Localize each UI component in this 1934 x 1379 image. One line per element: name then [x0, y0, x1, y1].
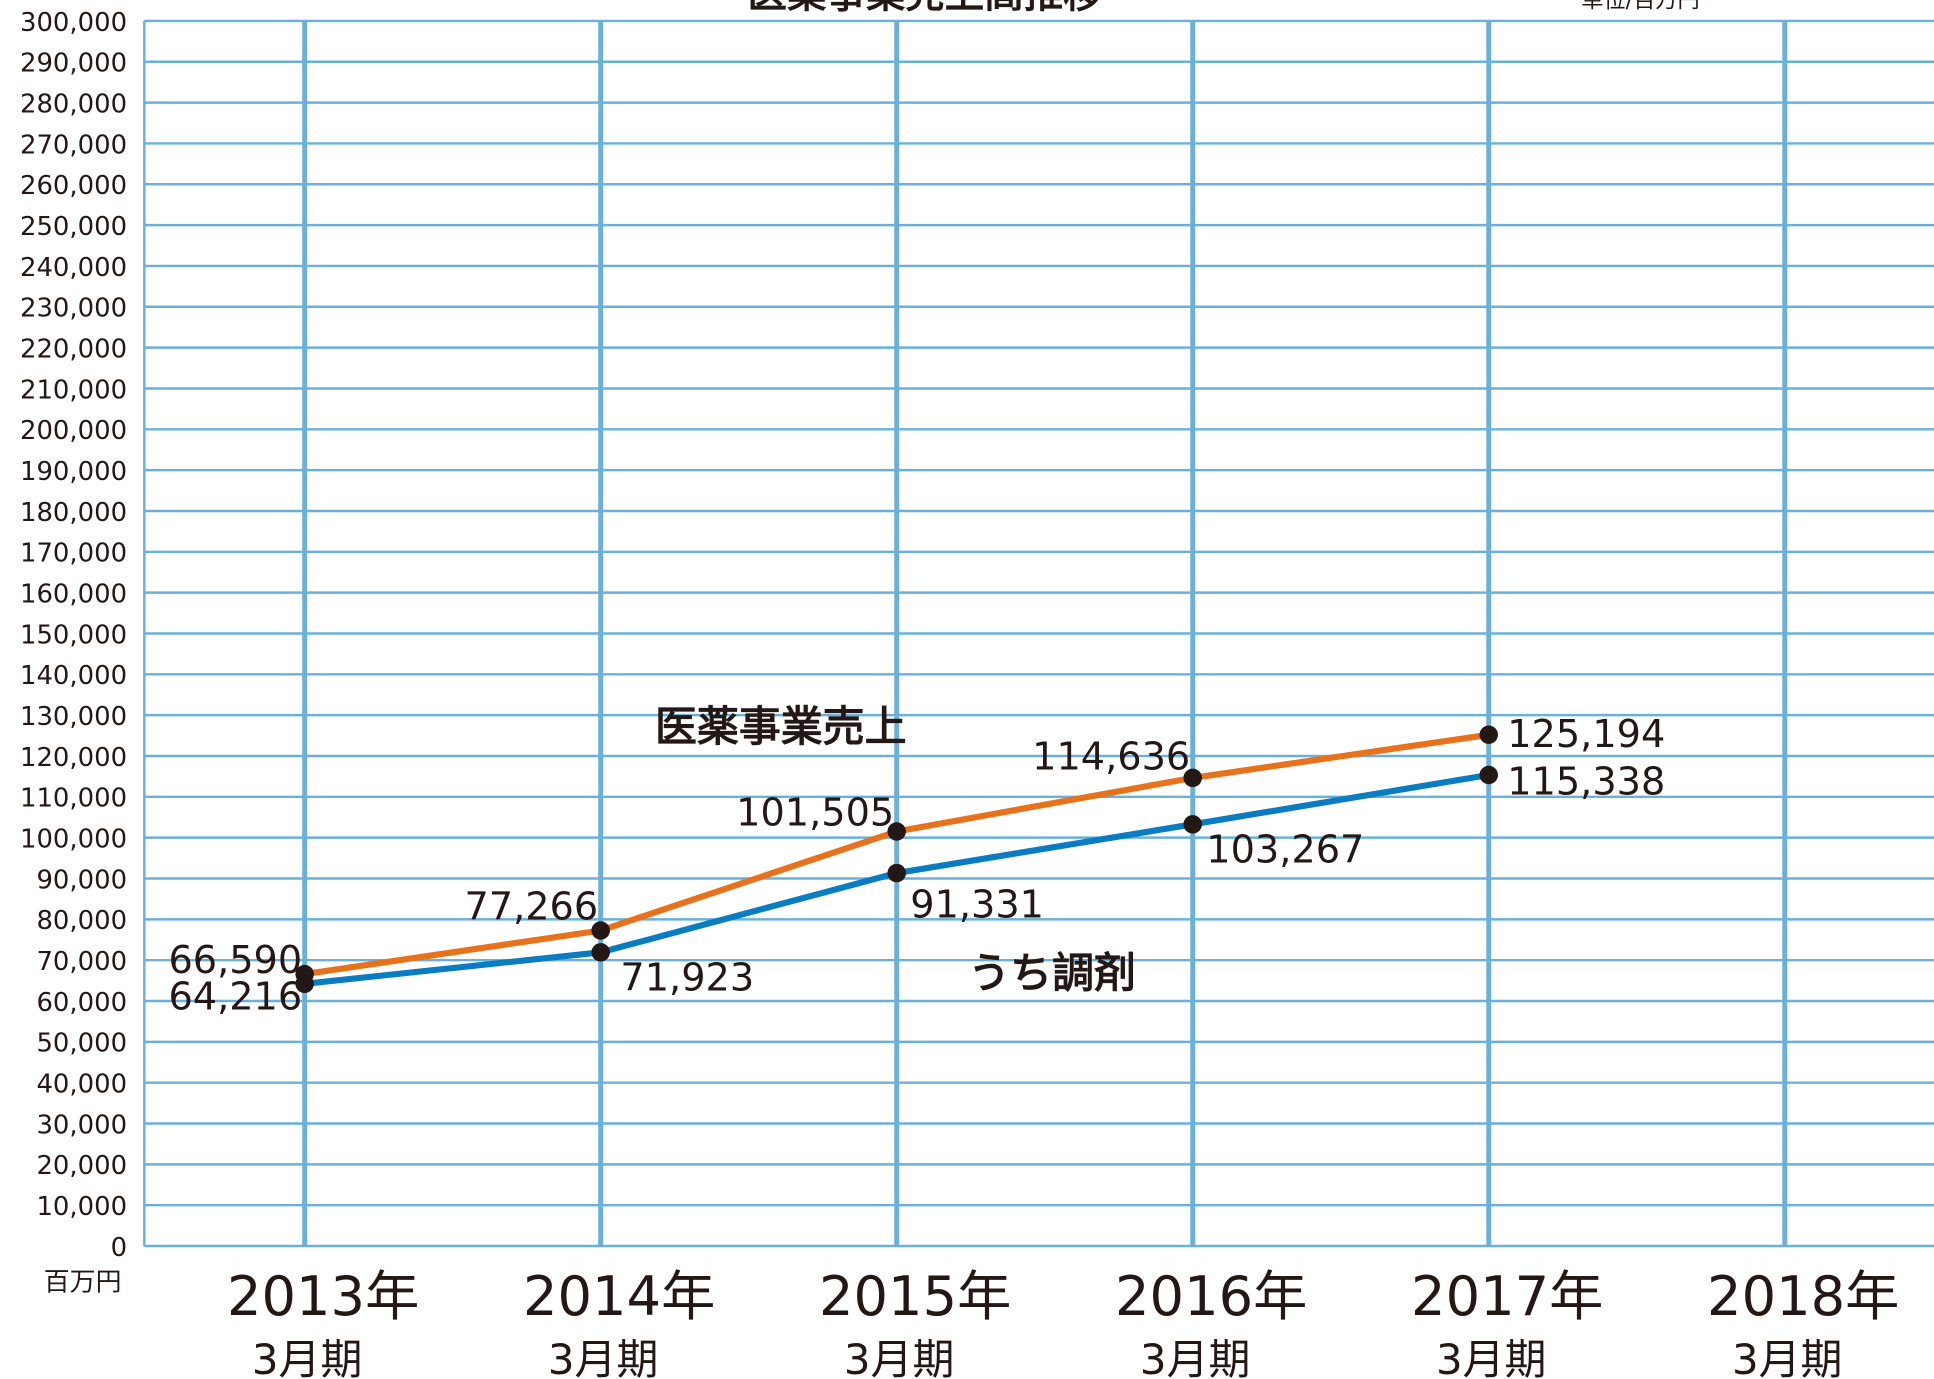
y-tick-label: 240,000 [20, 253, 127, 283]
y-tick-label: 100,000 [20, 825, 127, 855]
data-point [591, 943, 610, 962]
y-tick-label: 80,000 [36, 906, 127, 936]
y-tick-label: 280,000 [20, 89, 127, 119]
y-tick-label: 90,000 [36, 865, 127, 895]
y-tick-label: 270,000 [20, 130, 127, 160]
data-point [295, 974, 314, 994]
y-tick-label: 120,000 [20, 743, 127, 773]
y-tick-label: 40,000 [36, 1070, 127, 1100]
data-point [1479, 765, 1498, 785]
data-label: 115,338 [1507, 761, 1665, 805]
data-label: 91,331 [910, 883, 1044, 927]
y-tick-label: 50,000 [36, 1029, 127, 1059]
data-point [1183, 768, 1202, 788]
y-tick-label: 150,000 [20, 620, 127, 650]
data-label: 64,216 [168, 976, 302, 1020]
x-tick-label: 2016年 3月期 [1115, 1265, 1307, 1379]
y-tick-label: 230,000 [20, 294, 127, 324]
y-tick-label: 0 [111, 1233, 127, 1263]
y-tick-label: 20,000 [36, 1151, 127, 1181]
y-axis-label: 百万円 [44, 1267, 122, 1297]
y-tick-label: 250,000 [20, 212, 127, 242]
y-tick-label: 60,000 [36, 988, 127, 1018]
data-point [1183, 815, 1202, 834]
data-label: 125,194 [1507, 713, 1665, 757]
data-point [1479, 725, 1498, 745]
series-name: 医薬事業売上 [655, 702, 906, 751]
y-tick-label: 210,000 [20, 375, 127, 405]
y-tick-label: 170,000 [20, 539, 127, 569]
y-tick-label: 180,000 [20, 498, 127, 528]
x-tick-label: 2017年 3月期 [1411, 1265, 1603, 1379]
x-tick-label: 2015年 3月期 [819, 1265, 1011, 1379]
data-label: 77,266 [464, 885, 598, 929]
data-label: 66,590 [168, 939, 302, 983]
data-point [887, 822, 906, 841]
y-tick-label: 130,000 [20, 702, 127, 732]
y-tick-label: 200,000 [20, 416, 127, 446]
x-tick-label: 2014年 3月期 [523, 1265, 715, 1379]
y-tick-label: 10,000 [36, 1192, 127, 1222]
y-tick-label: 220,000 [20, 334, 127, 364]
unit-label: 単位/百万円 [1581, 0, 1699, 13]
data-label: 103,267 [1206, 829, 1364, 873]
y-tick-label: 160,000 [20, 580, 127, 610]
chart-title: 医薬事業売上高推移 [748, 0, 1103, 17]
y-tick-label: 30,000 [36, 1110, 127, 1140]
data-label: 114,636 [1032, 735, 1190, 779]
y-tick-label: 140,000 [20, 661, 127, 691]
series-name: うち調剤 [968, 948, 1136, 997]
y-tick-label: 70,000 [36, 947, 127, 977]
data-point [591, 921, 610, 940]
data-label: 71,923 [620, 957, 754, 1001]
y-tick-label: 260,000 [20, 171, 127, 201]
x-tick-label: 2018年 3月期 [1707, 1265, 1899, 1379]
y-tick-label: 110,000 [20, 784, 127, 814]
data-point [887, 863, 906, 883]
y-tick-label: 190,000 [20, 457, 127, 487]
data-label: 101,505 [736, 791, 894, 835]
y-tick-label: 300,000 [20, 8, 127, 38]
y-tick-label: 290,000 [20, 49, 127, 79]
x-tick-label: 2013年 3月期 [227, 1265, 419, 1379]
